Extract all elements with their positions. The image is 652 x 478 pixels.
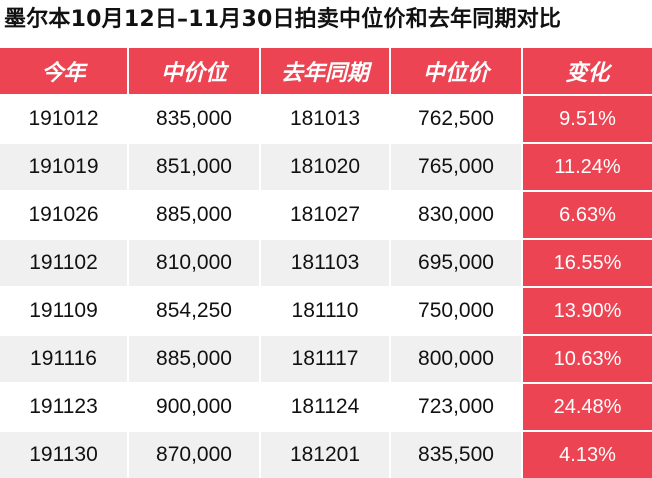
- cell-this-year-median: 835,000: [129, 94, 261, 142]
- cell-last-year: 181110: [261, 286, 391, 334]
- cell-change: 13.90%: [523, 286, 652, 334]
- comparison-table: 今年 中价位 去年同期 中位价 变化 191012 835,000 181013…: [0, 48, 652, 478]
- cell-last-year-median: 762,500: [391, 94, 523, 142]
- table-row: 191026 885,000 181027 830,000 6.63%: [0, 190, 652, 238]
- cell-this-year-median: 900,000: [129, 382, 261, 430]
- cell-last-year: 181103: [261, 238, 391, 286]
- table-row: 191116 885,000 181117 800,000 10.63%: [0, 334, 652, 382]
- cell-last-year: 181124: [261, 382, 391, 430]
- cell-this-year: 191019: [0, 142, 129, 190]
- cell-this-year-median: 870,000: [129, 430, 261, 478]
- cell-this-year: 191012: [0, 94, 129, 142]
- cell-this-year-median: 810,000: [129, 238, 261, 286]
- cell-this-year: 191123: [0, 382, 129, 430]
- header-this-year: 今年: [0, 48, 129, 94]
- table-row: 191123 900,000 181124 723,000 24.48%: [0, 382, 652, 430]
- cell-change: 24.48%: [523, 382, 652, 430]
- table-row: 191012 835,000 181013 762,500 9.51%: [0, 94, 652, 142]
- table-row: 191109 854,250 181110 750,000 13.90%: [0, 286, 652, 334]
- header-change: 变化: [523, 48, 652, 94]
- cell-last-year-median: 750,000: [391, 286, 523, 334]
- cell-change: 6.63%: [523, 190, 652, 238]
- cell-this-year-median: 885,000: [129, 190, 261, 238]
- header-row: 今年 中价位 去年同期 中位价 变化: [0, 48, 652, 94]
- table-row: 191019 851,000 181020 765,000 11.24%: [0, 142, 652, 190]
- cell-last-year: 181027: [261, 190, 391, 238]
- cell-this-year: 191116: [0, 334, 129, 382]
- cell-change: 16.55%: [523, 238, 652, 286]
- cell-last-year-median: 765,000: [391, 142, 523, 190]
- cell-last-year-median: 723,000: [391, 382, 523, 430]
- cell-last-year: 181117: [261, 334, 391, 382]
- cell-this-year: 191109: [0, 286, 129, 334]
- cell-this-year: 191102: [0, 238, 129, 286]
- cell-this-year: 191026: [0, 190, 129, 238]
- cell-last-year-median: 830,000: [391, 190, 523, 238]
- cell-last-year: 181201: [261, 430, 391, 478]
- cell-this-year-median: 851,000: [129, 142, 261, 190]
- cell-last-year: 181013: [261, 94, 391, 142]
- cell-change: 10.63%: [523, 334, 652, 382]
- header-last-year-median: 中位价: [391, 48, 523, 94]
- cell-change: 9.51%: [523, 94, 652, 142]
- cell-last-year-median: 800,000: [391, 334, 523, 382]
- cell-last-year-median: 835,500: [391, 430, 523, 478]
- table-row: 191102 810,000 181103 695,000 16.55%: [0, 238, 652, 286]
- cell-last-year-median: 695,000: [391, 238, 523, 286]
- cell-this-year-median: 854,250: [129, 286, 261, 334]
- cell-this-year: 191130: [0, 430, 129, 478]
- table-header: 今年 中价位 去年同期 中位价 变化: [0, 48, 652, 94]
- cell-change: 4.13%: [523, 430, 652, 478]
- cell-change: 11.24%: [523, 142, 652, 190]
- page-title: 墨尔本10月12日–11月30日拍卖中位价和去年同期对比: [4, 7, 562, 32]
- cell-this-year-median: 885,000: [129, 334, 261, 382]
- cell-last-year: 181020: [261, 142, 391, 190]
- table-row: 191130 870,000 181201 835,500 4.13%: [0, 430, 652, 478]
- header-this-year-median: 中价位: [129, 48, 261, 94]
- header-last-year: 去年同期: [261, 48, 391, 94]
- table-body: 191012 835,000 181013 762,500 9.51% 1910…: [0, 94, 652, 478]
